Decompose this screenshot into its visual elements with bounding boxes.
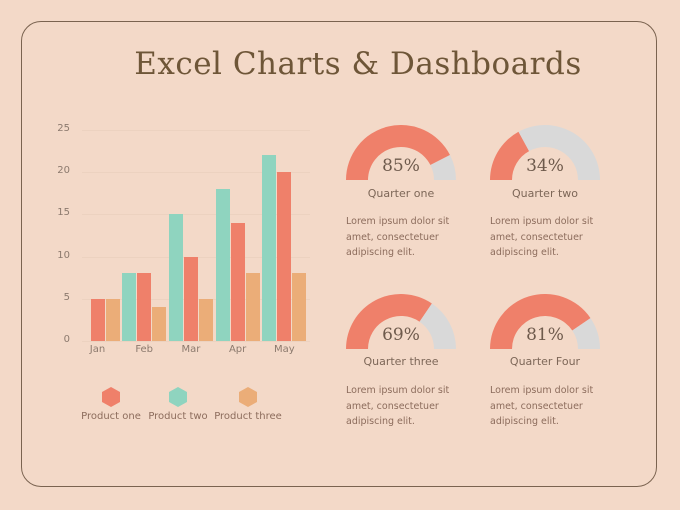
bar-product-two-may xyxy=(262,155,277,341)
legend-item-product-two: Product two xyxy=(138,387,218,422)
gauge-percentage: 69% xyxy=(382,325,420,345)
page-title: Excel Charts & Dashboards xyxy=(134,46,582,82)
gauge-arc xyxy=(346,294,456,349)
gauge-description: Lorem ipsum dolor sit amet, consectetuer… xyxy=(490,385,594,427)
gauge-percentage: 34% xyxy=(526,156,564,176)
gauge-quarter-2: 34% Quarter two Lorem ipsum dolor sit amet… xyxy=(490,125,620,258)
gridline xyxy=(82,341,310,342)
y-tick-label: 25 xyxy=(57,123,70,134)
gauge-arc xyxy=(346,125,456,180)
gauge-title: Quarter Four xyxy=(509,355,581,368)
x-tick-label: Jan xyxy=(89,344,106,355)
bar-product-two-apr xyxy=(215,189,230,341)
y-tick-label: 5 xyxy=(63,291,70,303)
bar-product-one-feb xyxy=(137,273,152,341)
bar-product-one-jan xyxy=(90,298,105,341)
bar-product-three-mar xyxy=(198,298,213,341)
hexagon-icon xyxy=(169,387,187,407)
bar-product-two-mar xyxy=(168,214,183,341)
gauge-title: Quarter one xyxy=(367,187,435,200)
legend-item-product-one: Product one xyxy=(71,387,151,422)
bar-product-three-apr xyxy=(245,273,260,341)
gauge-quarter-3: 69% Quarter three Lorem ipsum dolor sit am… xyxy=(346,294,476,427)
bar-product-three-feb xyxy=(152,307,167,341)
x-tick-label: Apr xyxy=(228,344,247,355)
dashboard-frame xyxy=(21,21,657,487)
gauge-arc xyxy=(490,294,600,349)
gauge-title: Quarter two xyxy=(511,187,579,200)
bar-product-one-apr xyxy=(230,222,245,341)
bar-product-one-mar xyxy=(183,256,198,341)
legend-label: Product three xyxy=(214,411,282,422)
bar-product-three-jan xyxy=(105,298,120,341)
gridline xyxy=(82,172,310,174)
x-tick-label: Mar xyxy=(181,344,201,355)
gridline xyxy=(82,130,310,131)
gauge-title: Quarter three xyxy=(363,355,439,368)
gridline xyxy=(82,214,310,216)
hexagon-icon xyxy=(239,387,257,407)
y-tick-label: 10 xyxy=(57,249,70,261)
y-tick-label: 20 xyxy=(57,165,70,177)
gauge-quarter-4: 81% Quarter Four Lorem ipsum dolor sit ame… xyxy=(490,294,620,427)
x-tick-label: May xyxy=(273,344,295,355)
gauge-quarter-1: 85% Quarter one Lorem ipsum dolor sit amet… xyxy=(346,125,476,258)
bar-product-three-may xyxy=(292,273,307,341)
hexagon-icon xyxy=(102,387,120,407)
gauge-description: Lorem ipsum dolor sit amet, consectetuer… xyxy=(346,216,450,258)
gauge-percentage: 85% xyxy=(382,156,420,176)
y-tick-label: 0 xyxy=(63,334,70,345)
legend-label: Product one xyxy=(81,411,141,422)
gauge-description: Lorem ipsum dolor sit amet, consectetuer… xyxy=(346,385,450,427)
gauge-percentage: 81% xyxy=(526,325,564,345)
bar-product-two-feb xyxy=(122,273,137,341)
gauge-description: Lorem ipsum dolor sit amet, consectetuer… xyxy=(490,216,594,258)
x-tick-label: Feb xyxy=(135,344,154,355)
gauge-arc xyxy=(490,125,600,180)
y-tick-label: 15 xyxy=(57,207,70,219)
legend-item-product-three: Product three xyxy=(208,387,288,422)
bar-product-one-may xyxy=(277,172,292,341)
legend-label: Product two xyxy=(148,411,208,422)
